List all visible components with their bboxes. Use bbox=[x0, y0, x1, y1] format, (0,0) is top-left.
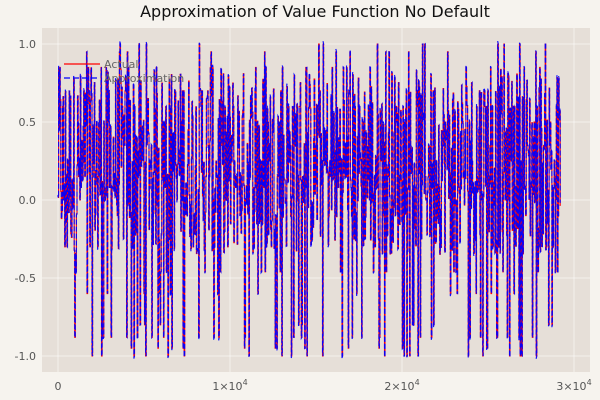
series-layer bbox=[57, 40, 561, 359]
y-tick-label: 0.5 bbox=[19, 116, 37, 129]
x-tick-label: 2×104 bbox=[384, 378, 419, 393]
legend-label-approximation: Approximation bbox=[104, 72, 184, 85]
series-approximation-line bbox=[57, 40, 561, 359]
chart-title: Approximation of Value Function No Defau… bbox=[140, 2, 490, 21]
y-tick-label: -1.0 bbox=[15, 350, 36, 363]
legend-label-actual: Actual bbox=[104, 58, 138, 71]
x-tick-label: 0 bbox=[55, 380, 62, 393]
y-tick-label: 1.0 bbox=[19, 38, 37, 51]
y-tick-label: 0.0 bbox=[19, 194, 37, 207]
y-tick-label: -0.5 bbox=[15, 272, 36, 285]
x-tick-label: 1×104 bbox=[212, 378, 247, 393]
x-tick-label: 3×104 bbox=[556, 378, 591, 393]
axis-layer: 0 1×104 2×104 3×104 1.0 0.5 0.0 -0.5 -1.0 bbox=[15, 38, 592, 393]
legend: Actual Approximation bbox=[64, 58, 184, 85]
